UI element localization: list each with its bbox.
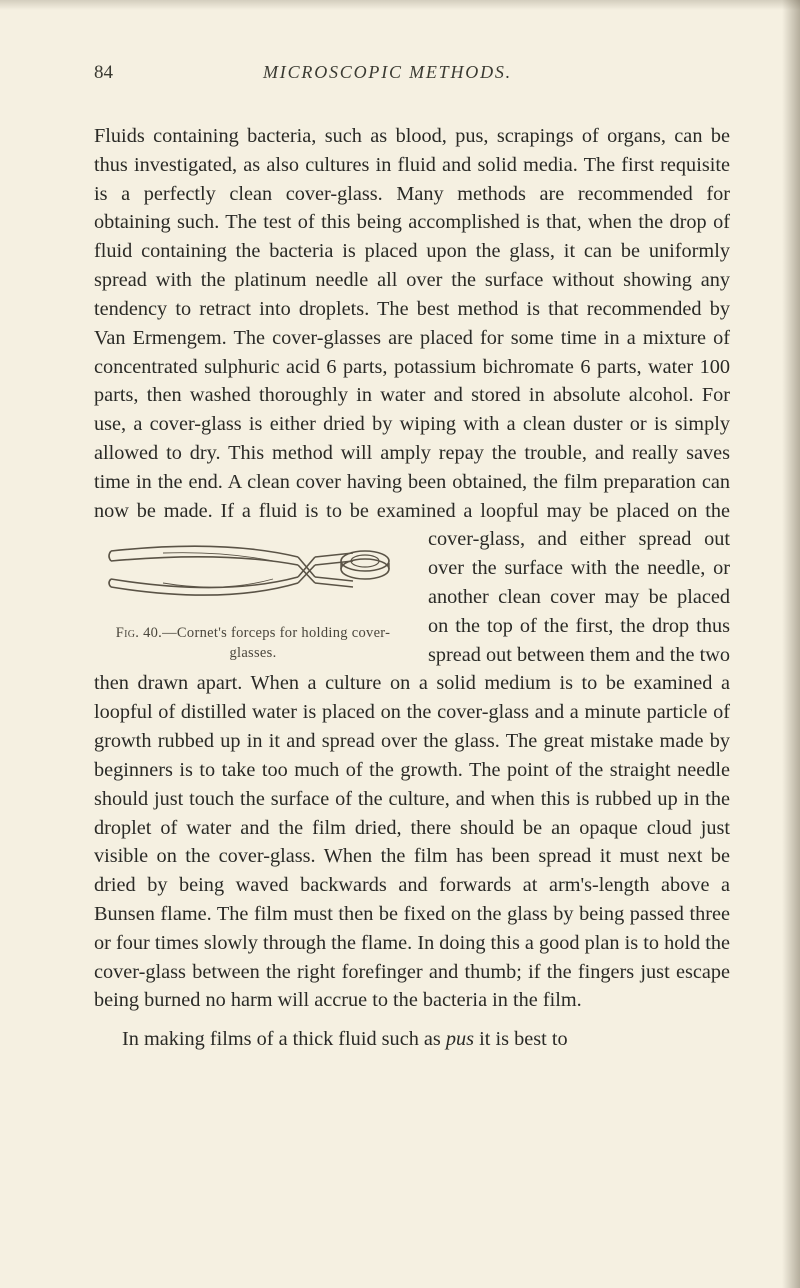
forceps-illustration xyxy=(103,531,403,611)
figure-caption: Fig. 40.—Cornet's forceps for holding co… xyxy=(94,624,412,663)
paragraph-2-post: it is best to xyxy=(474,1028,568,1050)
paragraph-gap xyxy=(94,1015,730,1025)
paragraph-1: Fluids containing bacteria, such as bloo… xyxy=(94,125,730,1011)
running-title: MICROSCOPIC METHODS. xyxy=(113,62,702,83)
page-header: 84 MICROSCOPIC METHODS. xyxy=(94,62,730,84)
page-number: 84 xyxy=(94,62,113,84)
page-content: 84 MICROSCOPIC METHODS. Fluids containin… xyxy=(0,0,800,1288)
paragraph-2-pre: In making films of a thick fluid such as xyxy=(122,1028,446,1050)
page-right-shadow xyxy=(782,0,800,1288)
figure-caption-text: —Cornet's forceps for holding cover-glas… xyxy=(162,625,390,661)
paragraph-2-italic: pus xyxy=(446,1028,474,1050)
figure-caption-label: Fig. 40. xyxy=(116,625,162,641)
figure-wrap: Fig. 40.—Cornet's forceps for holding co… xyxy=(94,531,412,663)
body-text: Fluids containing bacteria, such as bloo… xyxy=(94,122,730,1054)
